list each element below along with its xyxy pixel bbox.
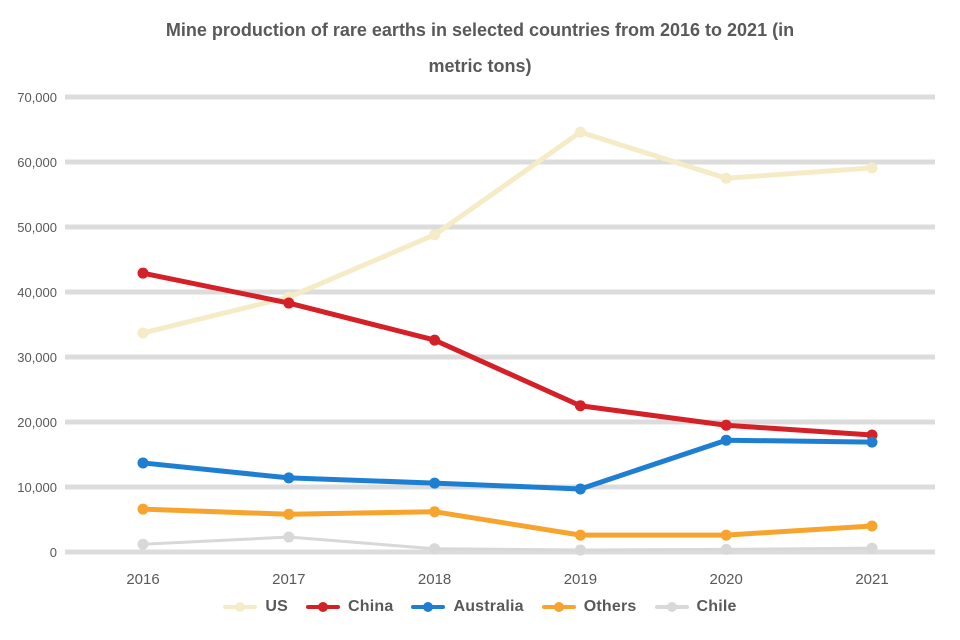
data-point-others-2021[interactable] xyxy=(866,520,878,532)
legend-item-others[interactable]: Others xyxy=(541,598,637,616)
y-axis-tick-label: 50,000 xyxy=(17,220,57,235)
data-point-china-2020[interactable] xyxy=(720,419,732,431)
legend-item-australia[interactable]: Australia xyxy=(411,598,524,616)
x-axis-tick-label: 2019 xyxy=(564,571,597,588)
x-axis-tick-label: 2017 xyxy=(272,571,305,588)
y-axis-tick-label: 20,000 xyxy=(17,415,57,430)
data-point-chile-2016[interactable] xyxy=(137,538,149,550)
data-point-australia-2019[interactable] xyxy=(574,483,586,495)
legend-line-marker-us xyxy=(223,602,258,612)
data-point-chile-2018[interactable] xyxy=(429,543,441,555)
y-axis-tick-label: 70,000 xyxy=(17,90,57,105)
data-point-others-2019[interactable] xyxy=(574,529,586,541)
y-axis-tick-label: 0 xyxy=(50,545,57,560)
data-point-others-2018[interactable] xyxy=(429,506,441,518)
chart-title: Mine production of rare earths in select… xyxy=(0,12,960,84)
chart-legend: US China Australia Others Chile xyxy=(0,598,960,616)
y-axis-tick-label: 30,000 xyxy=(17,350,57,365)
data-point-australia-2016[interactable] xyxy=(137,457,149,469)
data-point-australia-2018[interactable] xyxy=(429,477,441,489)
legend-dot-marker-china xyxy=(318,602,328,612)
data-point-us-2019[interactable] xyxy=(574,126,586,138)
legend-label-others: Others xyxy=(583,598,637,615)
series-line-others xyxy=(140,506,875,538)
series-line-chile xyxy=(141,535,874,552)
chart-title-line-1: Mine production of rare earths in select… xyxy=(165,20,795,40)
data-point-australia-2021[interactable] xyxy=(866,436,878,448)
data-point-others-2020[interactable] xyxy=(720,529,732,541)
legend-label-china: China xyxy=(348,598,394,615)
data-point-australia-2020[interactable] xyxy=(720,434,732,446)
data-point-us-2016[interactable] xyxy=(137,327,149,339)
legend-label-australia: Australia xyxy=(453,598,524,615)
series-line-australia xyxy=(140,437,875,492)
legend-dot-marker-us xyxy=(235,602,246,612)
data-point-china-2018[interactable] xyxy=(429,334,441,346)
legend-line-marker-chile xyxy=(654,602,689,612)
data-point-chile-2020[interactable] xyxy=(720,543,732,555)
legend-dot-marker-chile xyxy=(666,602,677,612)
data-point-others-2016[interactable] xyxy=(137,503,149,515)
legend-item-chile[interactable]: Chile xyxy=(654,598,737,616)
data-point-us-2020[interactable] xyxy=(720,172,732,184)
data-point-us-2018[interactable] xyxy=(429,229,441,241)
x-axis-tick-label: 2020 xyxy=(710,571,743,588)
legend-dot-marker-australia xyxy=(423,602,434,612)
legend-item-us[interactable]: US xyxy=(223,598,288,616)
data-point-australia-2017[interactable] xyxy=(283,472,295,484)
legend-label-us: US xyxy=(265,598,288,615)
legend-dot-marker-others xyxy=(553,602,564,612)
x-axis-tick-label: 2018 xyxy=(418,571,451,588)
data-point-us-2021[interactable] xyxy=(866,162,878,174)
x-axis-tick-label: 2021 xyxy=(855,571,888,588)
legend-line-marker-china xyxy=(306,602,340,612)
chart-title-line-2: metric tons) xyxy=(428,56,532,76)
series-line-us xyxy=(140,129,875,336)
y-axis-tick-label: 60,000 xyxy=(17,155,57,170)
data-point-chile-2017[interactable] xyxy=(283,531,295,543)
x-axis-tick-label: 2016 xyxy=(126,571,159,588)
legend-item-china[interactable]: China xyxy=(306,598,393,616)
y-axis-tick-label: 40,000 xyxy=(17,285,57,300)
legend-line-marker-australia xyxy=(411,602,446,612)
data-point-chile-2019[interactable] xyxy=(574,544,586,556)
data-point-chile-2021[interactable] xyxy=(866,542,878,554)
y-axis-tick-label: 10,000 xyxy=(17,480,57,495)
data-point-china-2017[interactable] xyxy=(283,297,295,309)
data-point-china-2016[interactable] xyxy=(137,267,149,279)
data-point-china-2019[interactable] xyxy=(574,400,586,412)
series-line-china xyxy=(140,270,875,438)
data-point-others-2017[interactable] xyxy=(283,508,295,520)
legend-line-marker-others xyxy=(541,602,576,612)
legend-label-chile: Chile xyxy=(696,598,737,615)
